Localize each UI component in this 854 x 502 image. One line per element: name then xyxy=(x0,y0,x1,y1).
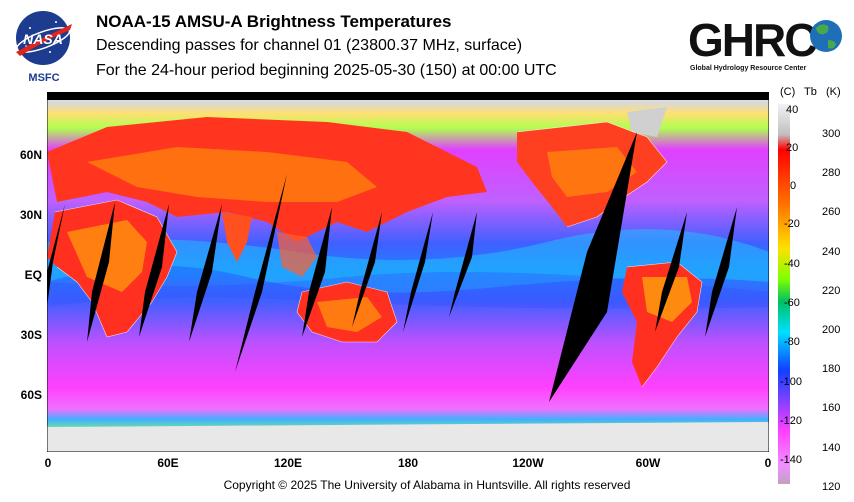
lat-label-60s: 60S xyxy=(20,388,42,402)
kelvin-tick: 280 xyxy=(822,167,841,179)
india-land xyxy=(222,212,252,262)
lon-label-0: 0 xyxy=(44,456,52,470)
celsius-tick: -20 xyxy=(784,218,800,230)
colorbar-unit-celsius: (C) xyxy=(780,86,796,98)
swath-gap-2 xyxy=(87,202,115,342)
lat-label-eq: EQ xyxy=(24,268,42,282)
ghrc-subtitle: Global Hydrology Resource Center xyxy=(690,65,807,72)
kelvin-tick: 220 xyxy=(822,285,841,297)
australia-interior xyxy=(317,297,382,332)
swath-gap-9 xyxy=(449,212,477,317)
celsius-tick: -120 xyxy=(780,415,803,427)
lat-label-30n: 30N xyxy=(19,208,42,222)
eurasia-interior xyxy=(87,147,377,202)
lon-label-180: 180 xyxy=(397,456,419,470)
greenland-land xyxy=(627,107,667,137)
copyright-notice: Copyright © 2025 The University of Alaba… xyxy=(223,478,631,492)
map-subtitle: Descending passes for channel 01 (23800.… xyxy=(96,37,523,54)
swath-gap-7 xyxy=(352,212,382,327)
swath-gap-12 xyxy=(705,207,737,337)
swath-gap-5 xyxy=(235,174,287,372)
lon-label-60e: 60E xyxy=(157,456,179,470)
time-period: For the 24-hour period beginning 2025-05… xyxy=(96,62,557,79)
kelvin-tick: 240 xyxy=(822,246,841,258)
north-america-interior xyxy=(547,147,637,197)
celsius-tick: -140 xyxy=(780,454,803,466)
celsius-tick: -40 xyxy=(784,258,800,270)
swath-gap-11 xyxy=(655,212,687,332)
kelvin-tick: 260 xyxy=(822,206,841,218)
swath-gap-10 xyxy=(549,132,637,402)
lat-label-60n: 60N xyxy=(19,148,42,162)
map-title: NOAA-15 AMSU-A Brightness Temperatures xyxy=(96,12,452,31)
lon-label-120w: 120W xyxy=(512,456,544,470)
colorbar-unit-kelvin: (K) xyxy=(826,86,841,98)
celsius-tick: -60 xyxy=(784,297,800,309)
msfc-label: MSFC xyxy=(28,72,60,84)
kelvin-tick: 140 xyxy=(822,442,841,454)
swath-gap-6 xyxy=(302,207,332,337)
brightness-temperature-map xyxy=(47,92,769,452)
lon-label-120e: 120E xyxy=(273,456,303,470)
swath-gap-8 xyxy=(403,212,433,332)
lat-label-30s: 30S xyxy=(20,328,42,342)
celsius-tick: 40 xyxy=(786,104,799,116)
ghrc-logo-text: GHRC xyxy=(688,14,816,66)
ghrc-logo: GHRC Global Hydrology Resource Center xyxy=(686,10,850,76)
celsius-tick: -80 xyxy=(784,336,800,348)
celsius-tick: 20 xyxy=(786,142,799,154)
swath-gap-4 xyxy=(189,204,222,342)
southeast-asia-land xyxy=(277,232,317,277)
celsius-tick: 0 xyxy=(790,180,797,192)
polar-gap xyxy=(47,92,769,100)
antarctica-land xyxy=(47,422,769,452)
kelvin-tick: 300 xyxy=(822,128,841,140)
lon-label-0-right: 0 xyxy=(764,456,772,470)
lon-label-60w: 60W xyxy=(635,456,661,470)
colorbar-unit-tb: Tb xyxy=(804,86,817,98)
nasa-logo-text: NASA xyxy=(23,31,63,47)
swath-gaps xyxy=(47,92,769,402)
kelvin-tick: 180 xyxy=(822,363,841,375)
colorbar-scale xyxy=(778,104,790,484)
kelvin-tick: 200 xyxy=(822,324,841,336)
swath-gap-3 xyxy=(139,204,169,337)
celsius-tick: -100 xyxy=(780,376,803,388)
kelvin-tick: 120 xyxy=(822,481,841,493)
nasa-meatball-logo: NASA MSFC xyxy=(12,8,76,86)
kelvin-tick: 160 xyxy=(822,402,841,414)
